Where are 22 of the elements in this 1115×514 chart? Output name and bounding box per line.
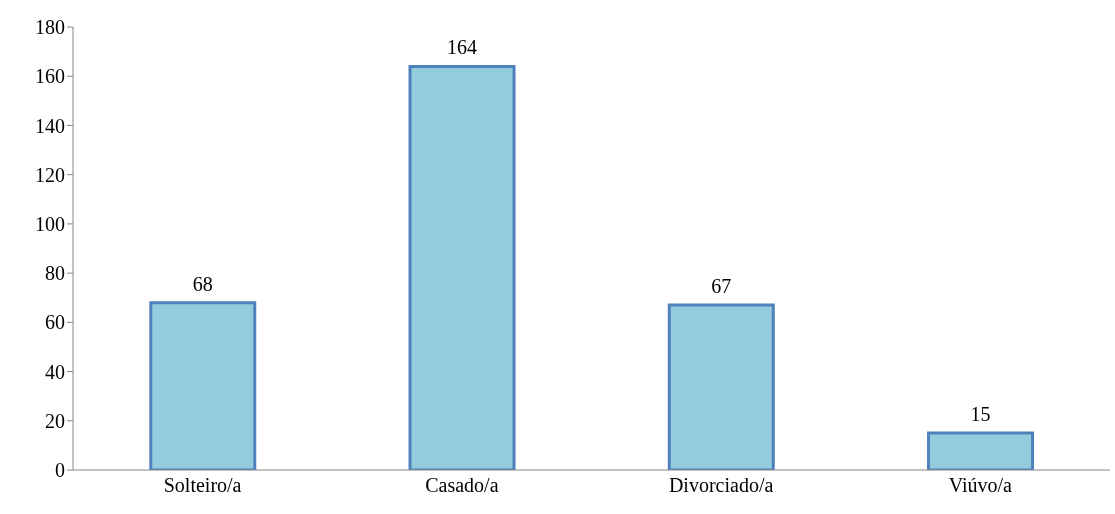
x-tick-label: Viúvo/a — [948, 474, 1013, 497]
x-tick-label: Casado/a — [425, 474, 499, 497]
x-tick-label: Divorciado/a — [668, 474, 774, 497]
y-tick-label: 100 — [35, 212, 65, 235]
bar — [408, 64, 516, 470]
data-label: 164 — [447, 36, 478, 59]
y-tick-label: 0 — [55, 459, 65, 482]
data-label: 15 — [970, 403, 991, 426]
x-tick-label: Solteiro/a — [163, 474, 242, 497]
y-tick-label: 140 — [35, 114, 65, 137]
bar — [927, 431, 1035, 470]
bar — [667, 303, 775, 470]
data-label: 68 — [192, 272, 213, 295]
data-label: 67 — [711, 275, 732, 298]
y-tick-label: 60 — [45, 311, 65, 334]
y-tick-label: 160 — [35, 65, 65, 88]
y-tick-label: 80 — [45, 262, 65, 285]
y-tick-label: 40 — [45, 360, 65, 383]
y-tick-label: 120 — [35, 163, 65, 186]
y-tick-label: 180 — [35, 16, 65, 39]
y-tick-label: 20 — [45, 409, 65, 432]
bar — [149, 301, 257, 470]
